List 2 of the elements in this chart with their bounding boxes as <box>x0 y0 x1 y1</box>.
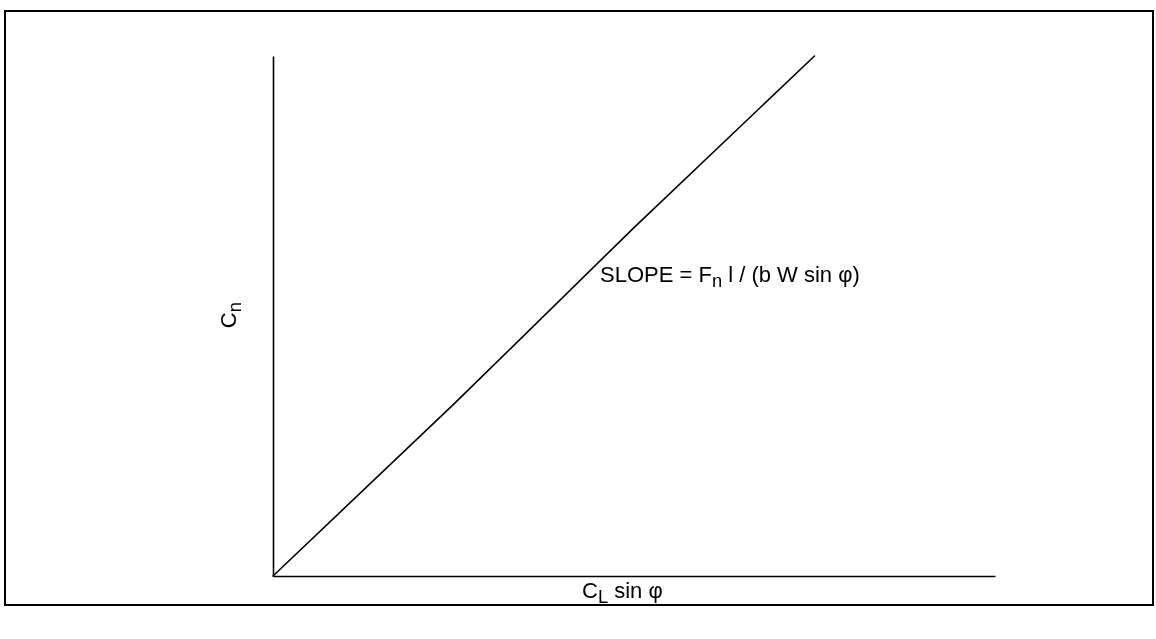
annotation: SLOPE = F$_{n}$ l / (b W sin φ) <box>600 262 860 293</box>
x-axis-title: C$_{L}$ sin φ <box>582 578 663 609</box>
